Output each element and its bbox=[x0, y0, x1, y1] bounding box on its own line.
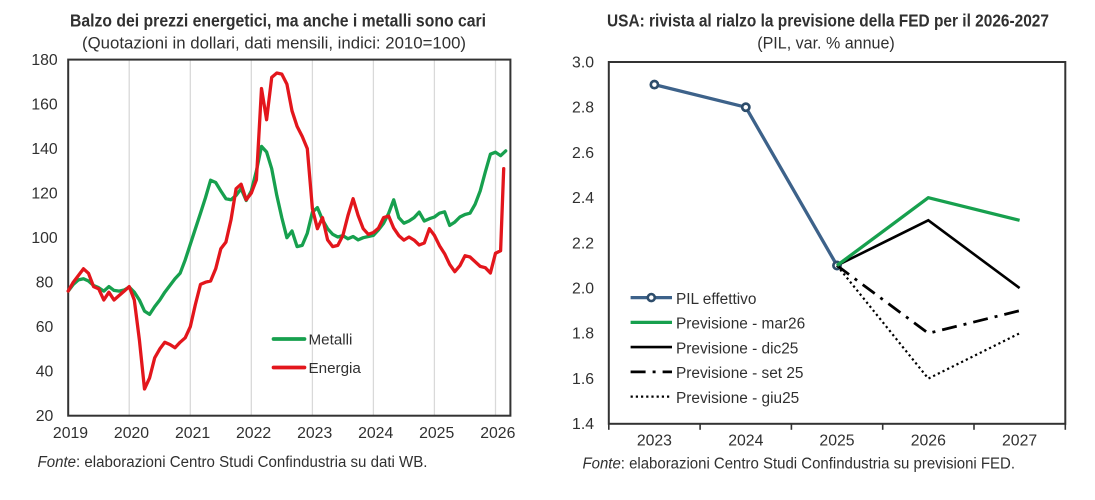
svg-text:3.0: 3.0 bbox=[572, 54, 594, 71]
svg-text:2026: 2026 bbox=[911, 433, 946, 450]
svg-text:(PIL, var. % annue): (PIL, var. % annue) bbox=[757, 35, 895, 53]
svg-text:Previsione - dic25: Previsione - dic25 bbox=[676, 340, 798, 357]
svg-text:1.6: 1.6 bbox=[572, 371, 594, 388]
svg-text:80: 80 bbox=[36, 275, 54, 292]
svg-text:2023: 2023 bbox=[297, 425, 332, 442]
svg-text:180: 180 bbox=[31, 52, 58, 69]
svg-text:1.8: 1.8 bbox=[572, 326, 594, 343]
svg-text:Metalli: Metalli bbox=[309, 332, 353, 349]
svg-text:Fonte: elaborazioni Centro Stu: Fonte: elaborazioni Centro Studi Confind… bbox=[583, 456, 1016, 473]
svg-text:(Quotazioni in dollari, dati m: (Quotazioni in dollari, dati mensili, in… bbox=[82, 35, 466, 53]
svg-text:2026: 2026 bbox=[480, 425, 515, 442]
svg-text:160: 160 bbox=[31, 97, 58, 114]
svg-text:20: 20 bbox=[36, 408, 54, 425]
svg-text:Balzo dei prezzi energetici, m: Balzo dei prezzi energetici, ma anche i … bbox=[70, 11, 486, 31]
svg-text:2020: 2020 bbox=[114, 425, 149, 442]
svg-text:60: 60 bbox=[36, 319, 54, 336]
svg-text:2021: 2021 bbox=[175, 425, 210, 442]
svg-text:Energia: Energia bbox=[309, 360, 362, 377]
svg-text:120: 120 bbox=[31, 186, 58, 203]
svg-text:140: 140 bbox=[31, 141, 58, 158]
svg-text:PIL effettivo: PIL effettivo bbox=[676, 291, 756, 308]
svg-text:Previsione - mar26: Previsione - mar26 bbox=[676, 316, 805, 333]
svg-text:2.4: 2.4 bbox=[572, 190, 594, 207]
svg-text:40: 40 bbox=[36, 364, 54, 381]
svg-text:2019: 2019 bbox=[53, 425, 88, 442]
svg-text:Previsione - giu25: Previsione - giu25 bbox=[676, 390, 799, 407]
svg-text:2.0: 2.0 bbox=[572, 281, 594, 298]
svg-text:100: 100 bbox=[31, 230, 58, 247]
svg-text:Fonte: elaborazioni Centro Stu: Fonte: elaborazioni Centro Studi Confind… bbox=[38, 454, 428, 471]
svg-text:2023: 2023 bbox=[637, 433, 672, 450]
svg-text:2025: 2025 bbox=[819, 433, 854, 450]
svg-text:Previsione - set 25: Previsione - set 25 bbox=[676, 365, 803, 382]
svg-text:2.8: 2.8 bbox=[572, 100, 594, 117]
svg-text:2022: 2022 bbox=[236, 425, 271, 442]
svg-text:2024: 2024 bbox=[728, 433, 763, 450]
svg-text:1.4: 1.4 bbox=[572, 416, 594, 433]
svg-text:2027: 2027 bbox=[1002, 433, 1037, 450]
svg-text:2025: 2025 bbox=[419, 425, 454, 442]
svg-text:USA: rivista al rialzo la prev: USA: rivista al rialzo la previsione del… bbox=[607, 11, 1049, 31]
svg-text:2.2: 2.2 bbox=[572, 235, 594, 252]
svg-text:2.6: 2.6 bbox=[572, 145, 594, 162]
svg-text:2024: 2024 bbox=[358, 425, 393, 442]
